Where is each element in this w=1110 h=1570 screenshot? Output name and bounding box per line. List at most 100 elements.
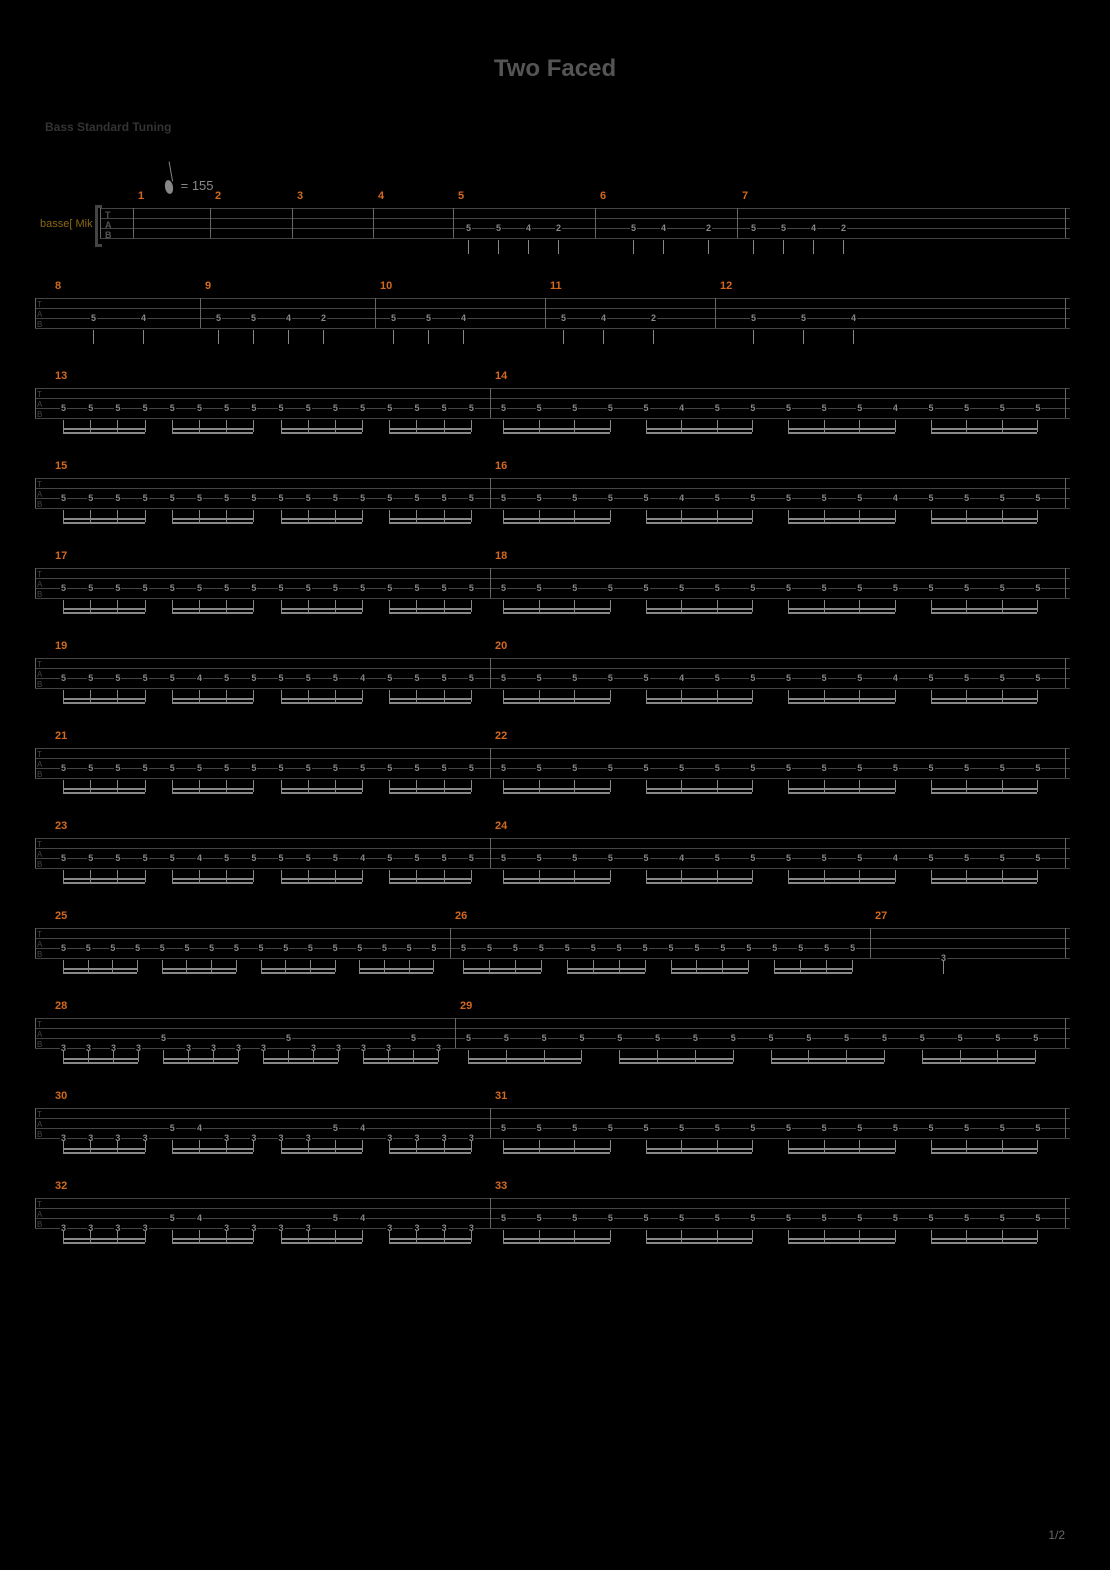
- note-stem: [1002, 780, 1003, 792]
- beam: [281, 1152, 363, 1154]
- fret-number: 5: [441, 854, 448, 862]
- beam: [363, 1058, 438, 1060]
- note-stem: [788, 1140, 789, 1152]
- fret-number: 5: [208, 944, 215, 952]
- fret-number: 5: [486, 944, 493, 952]
- fret-number: 5: [468, 764, 475, 772]
- note-stem: [444, 870, 445, 882]
- fret-number: 5: [332, 1124, 339, 1132]
- beam: [281, 522, 363, 524]
- fret-number: 5: [999, 1124, 1006, 1132]
- beam: [788, 698, 895, 700]
- note-stem: [226, 1140, 227, 1152]
- fret-number: 5: [643, 494, 650, 502]
- fret-number: 5: [654, 1034, 661, 1042]
- beam: [931, 882, 1038, 884]
- fret-number: 5: [60, 494, 67, 502]
- note-stem: [681, 690, 682, 702]
- note-stem: [261, 960, 262, 972]
- fret-number: 5: [500, 1214, 507, 1222]
- note-stem: [503, 1230, 504, 1242]
- fret-number: 4: [460, 314, 467, 322]
- bar-number: 9: [205, 280, 211, 292]
- note-stem: [646, 510, 647, 522]
- note-stem: [143, 330, 144, 344]
- note-stem: [188, 1050, 189, 1062]
- note-stem: [610, 690, 611, 702]
- note-stem: [137, 960, 138, 972]
- note-stem: [416, 1230, 417, 1242]
- note-stem: [645, 960, 646, 972]
- fret-number: 5: [441, 584, 448, 592]
- staff-line: [35, 408, 1070, 409]
- note-stem: [218, 330, 219, 344]
- fret-number: 5: [169, 584, 176, 592]
- note-stem: [90, 420, 91, 432]
- fret-number: 5: [643, 1124, 650, 1132]
- fret-number: 5: [386, 584, 393, 592]
- tab-letter: T: [37, 300, 42, 309]
- fret-number: 5: [441, 404, 448, 412]
- note-stem: [503, 510, 504, 522]
- beam: [619, 1058, 732, 1060]
- fret-number: 5: [1034, 674, 1041, 682]
- bar-line: [1065, 298, 1066, 328]
- note-stem: [199, 600, 200, 612]
- beam: [788, 702, 895, 704]
- beam: [63, 1062, 138, 1064]
- tab-letter: T: [37, 660, 42, 669]
- fret-number: 5: [892, 584, 899, 592]
- note-stem: [859, 870, 860, 882]
- beam: [788, 518, 895, 520]
- note-stem: [444, 1140, 445, 1152]
- beam: [931, 612, 1038, 614]
- note-stem: [574, 780, 575, 792]
- fret-number: 5: [441, 674, 448, 682]
- note-stem: [335, 1140, 336, 1152]
- beam: [671, 972, 749, 974]
- note-stem: [238, 1050, 239, 1062]
- note-stem: [774, 960, 775, 972]
- fret-number: 5: [714, 854, 721, 862]
- note-stem: [308, 1140, 309, 1152]
- fret-number: 5: [60, 674, 67, 682]
- bar-line: [1065, 1198, 1066, 1228]
- fret-number: 5: [749, 1124, 756, 1132]
- note-stem: [824, 1140, 825, 1152]
- beam: [389, 1238, 471, 1240]
- note-stem: [471, 1230, 472, 1242]
- note-stem: [846, 1050, 847, 1062]
- fret-number: 5: [928, 1124, 935, 1132]
- staff-line: [35, 508, 1070, 509]
- beam: [172, 882, 254, 884]
- note-stem: [619, 1050, 620, 1062]
- fret-number: 5: [495, 224, 502, 232]
- fret-number: 5: [305, 404, 312, 412]
- beam: [931, 702, 1038, 704]
- note-stem: [288, 1050, 289, 1062]
- fret-number: 5: [785, 764, 792, 772]
- note-stem: [931, 510, 932, 522]
- note-stem: [393, 330, 394, 344]
- fret-number: 5: [1034, 584, 1041, 592]
- fret-number: 5: [430, 944, 437, 952]
- beam: [646, 522, 753, 524]
- note-stem: [528, 240, 529, 254]
- note-stem: [931, 780, 932, 792]
- fret-number: 5: [856, 1124, 863, 1132]
- staff-line: [35, 1118, 1070, 1119]
- note-stem: [895, 1140, 896, 1152]
- fret-number: 4: [196, 674, 203, 682]
- note-stem: [717, 780, 718, 792]
- fret-number: 5: [60, 584, 67, 592]
- fret-number: 5: [386, 674, 393, 682]
- note-stem: [213, 1050, 214, 1062]
- note-stem: [695, 1050, 696, 1062]
- staff-line: [35, 1028, 1070, 1029]
- bar-line: [375, 298, 376, 328]
- fret-number: 4: [810, 224, 817, 232]
- fret-number: 5: [919, 1034, 926, 1042]
- tab-letter: T: [37, 840, 42, 849]
- note-stem: [145, 420, 146, 432]
- bar-number: 8: [55, 280, 61, 292]
